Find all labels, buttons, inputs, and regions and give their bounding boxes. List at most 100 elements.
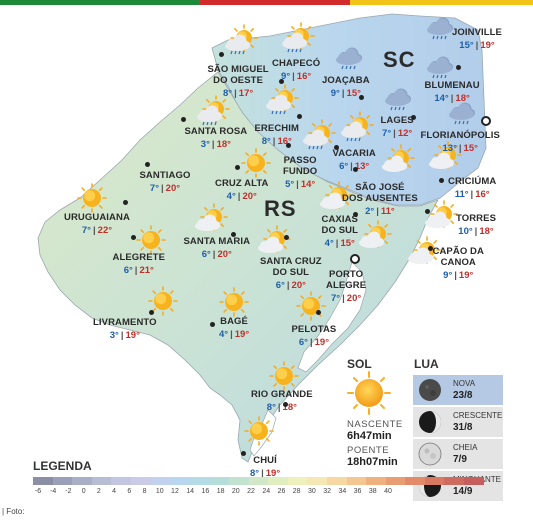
temp-separator: | [261,468,264,479]
city-marker-icon [279,79,284,84]
legend-label: 18 [216,488,225,495]
city-marker-icon [149,310,154,315]
temp-max: 19° [234,329,250,340]
city-joinville: JOINVILLE 15° | 19° [452,27,502,51]
temp-separator: | [454,270,457,281]
sol-poente-time: 18h07min [347,456,398,468]
photo-credit: | Foto: [2,507,25,516]
city-name: LIVRAMENTO [93,317,157,328]
city-marker-icon [297,114,302,119]
lua-phase-name: CHEIA [453,443,478,452]
city-criciuma: CRICIÚMA 11° | 16° [448,176,496,200]
livramento-weather-icon [148,286,178,316]
city-temps: 2° | 11° [365,206,395,217]
temp-max: 20° [242,191,257,202]
city-uruguaiana: URUGUAIANA 7° | 22° [64,212,130,236]
joacaba-weather-icon [336,47,362,70]
lua-phase-3: CHEIA 7/9 [413,439,503,469]
temp-min: 7° [81,225,91,236]
city-santa-cruz: SANTA CRUZ DO SUL 6° | 20° [260,256,322,291]
city-cruz-alta: CRUZ ALTA 4° | 20° [215,178,269,202]
city-sao-miguel: SÃO MIGUEL DO OESTE 8° | 17° [208,64,269,99]
joinville-weather-icon [427,17,453,40]
city-erechim: ERECHIM 8° | 16° [255,123,300,147]
rio-grande-weather-icon [269,361,299,391]
city-name: CANOA [440,257,476,268]
temp-min: 8° [223,88,233,99]
chui-weather-icon [244,416,274,446]
city-name: BLUMENAU [424,80,480,91]
temp-min: 6° [339,161,349,172]
city-name: SÃO MIGUEL [207,64,269,75]
temp-min: 3° [109,330,119,341]
temp-separator: | [309,337,313,348]
temp-separator: | [342,293,345,304]
lua-phase-date: 23/8 [453,390,473,401]
legend-swatch [346,477,367,485]
city-santa-rosa: SANTA ROSA 3° | 18° [185,126,248,150]
temp-min: 6° [201,249,211,260]
temp-min: 7° [331,293,341,304]
blumenau-weather-icon [427,56,453,79]
legend-label: 34 [338,488,347,495]
city-name: CRUZ ALTA [215,178,269,189]
city-temps: 10° | 18° [458,226,493,237]
city-temps: 8° | 18° [267,402,297,413]
temp-separator: | [286,280,290,291]
legend-label: -4 [50,488,57,495]
city-chui: CHUÍ 8° | 19° [250,455,280,479]
legend-swatch [111,477,131,485]
temp-separator: | [450,93,454,104]
city-name: JOINVILLE [452,27,502,38]
legend-swatch [248,477,269,485]
temp-max: 19° [480,40,495,51]
temp-max: 16° [277,136,292,147]
yellow-stripe [350,0,533,5]
city-caxias: CAXIAS DO SUL 4° | 15° [322,214,359,249]
temp-min: 7° [149,183,159,194]
city-vacaria: VACARIA 6° | 13° [333,148,376,172]
city-temps: 9° | 19° [443,270,473,281]
city-temps: 8° | 17° [223,88,253,99]
city-temps: 4° | 19° [219,329,249,340]
temp-max: 19° [314,337,329,348]
temp-max: 16° [296,71,312,82]
lua-phase-date: 7/9 [453,454,467,465]
city-marker-icon [284,235,289,240]
sun-big-icon [347,371,391,415]
temp-min: 5° [285,179,295,190]
temp-separator: | [296,179,299,190]
city-name: PELOTAS [291,324,337,335]
temp-min: 11° [454,189,469,200]
legend-label: 16 [201,488,210,495]
city-temps: 14° | 18° [434,93,469,104]
sao-miguel-weather-icon [225,24,258,55]
city-temps: 6° | 20° [202,249,232,260]
legend-swatch [130,477,151,485]
city-florianopolis: FLORIANÓPOLIS 13° | 15° [421,130,500,154]
legend-label: 4 [112,488,117,495]
temp-max: 20° [165,183,181,194]
legend-swatch [33,477,53,485]
city-lages: LAGES 7° | 12° [381,115,414,139]
legend-swatch [444,477,465,485]
capital-marker-icon [481,116,491,126]
city-name: DOS AUSENTES [342,193,418,204]
criciuma-weather-icon [429,141,462,169]
city-name: CHAPECÓ [272,58,321,69]
legend-label: 40 [384,488,392,495]
city-temps: 7° | 20° [150,183,180,194]
santa-cruz-weather-icon [258,225,291,253]
city-livramento: LIVRAMENTO 3° | 19° [93,317,157,341]
city-marker-icon [439,178,444,183]
legend-swatch [424,477,445,485]
city-marker-icon [359,95,364,100]
temp-max: 19° [265,468,281,479]
temp-separator: | [474,226,478,237]
sol-poente-label: POENTE [347,445,390,456]
city-santiago: SANTIAGO 7° | 20° [140,170,191,194]
temp-max: 19° [125,330,140,341]
temp-separator: | [134,265,138,276]
santa-maria-weather-icon [195,203,228,231]
temp-min: 9° [281,71,291,82]
